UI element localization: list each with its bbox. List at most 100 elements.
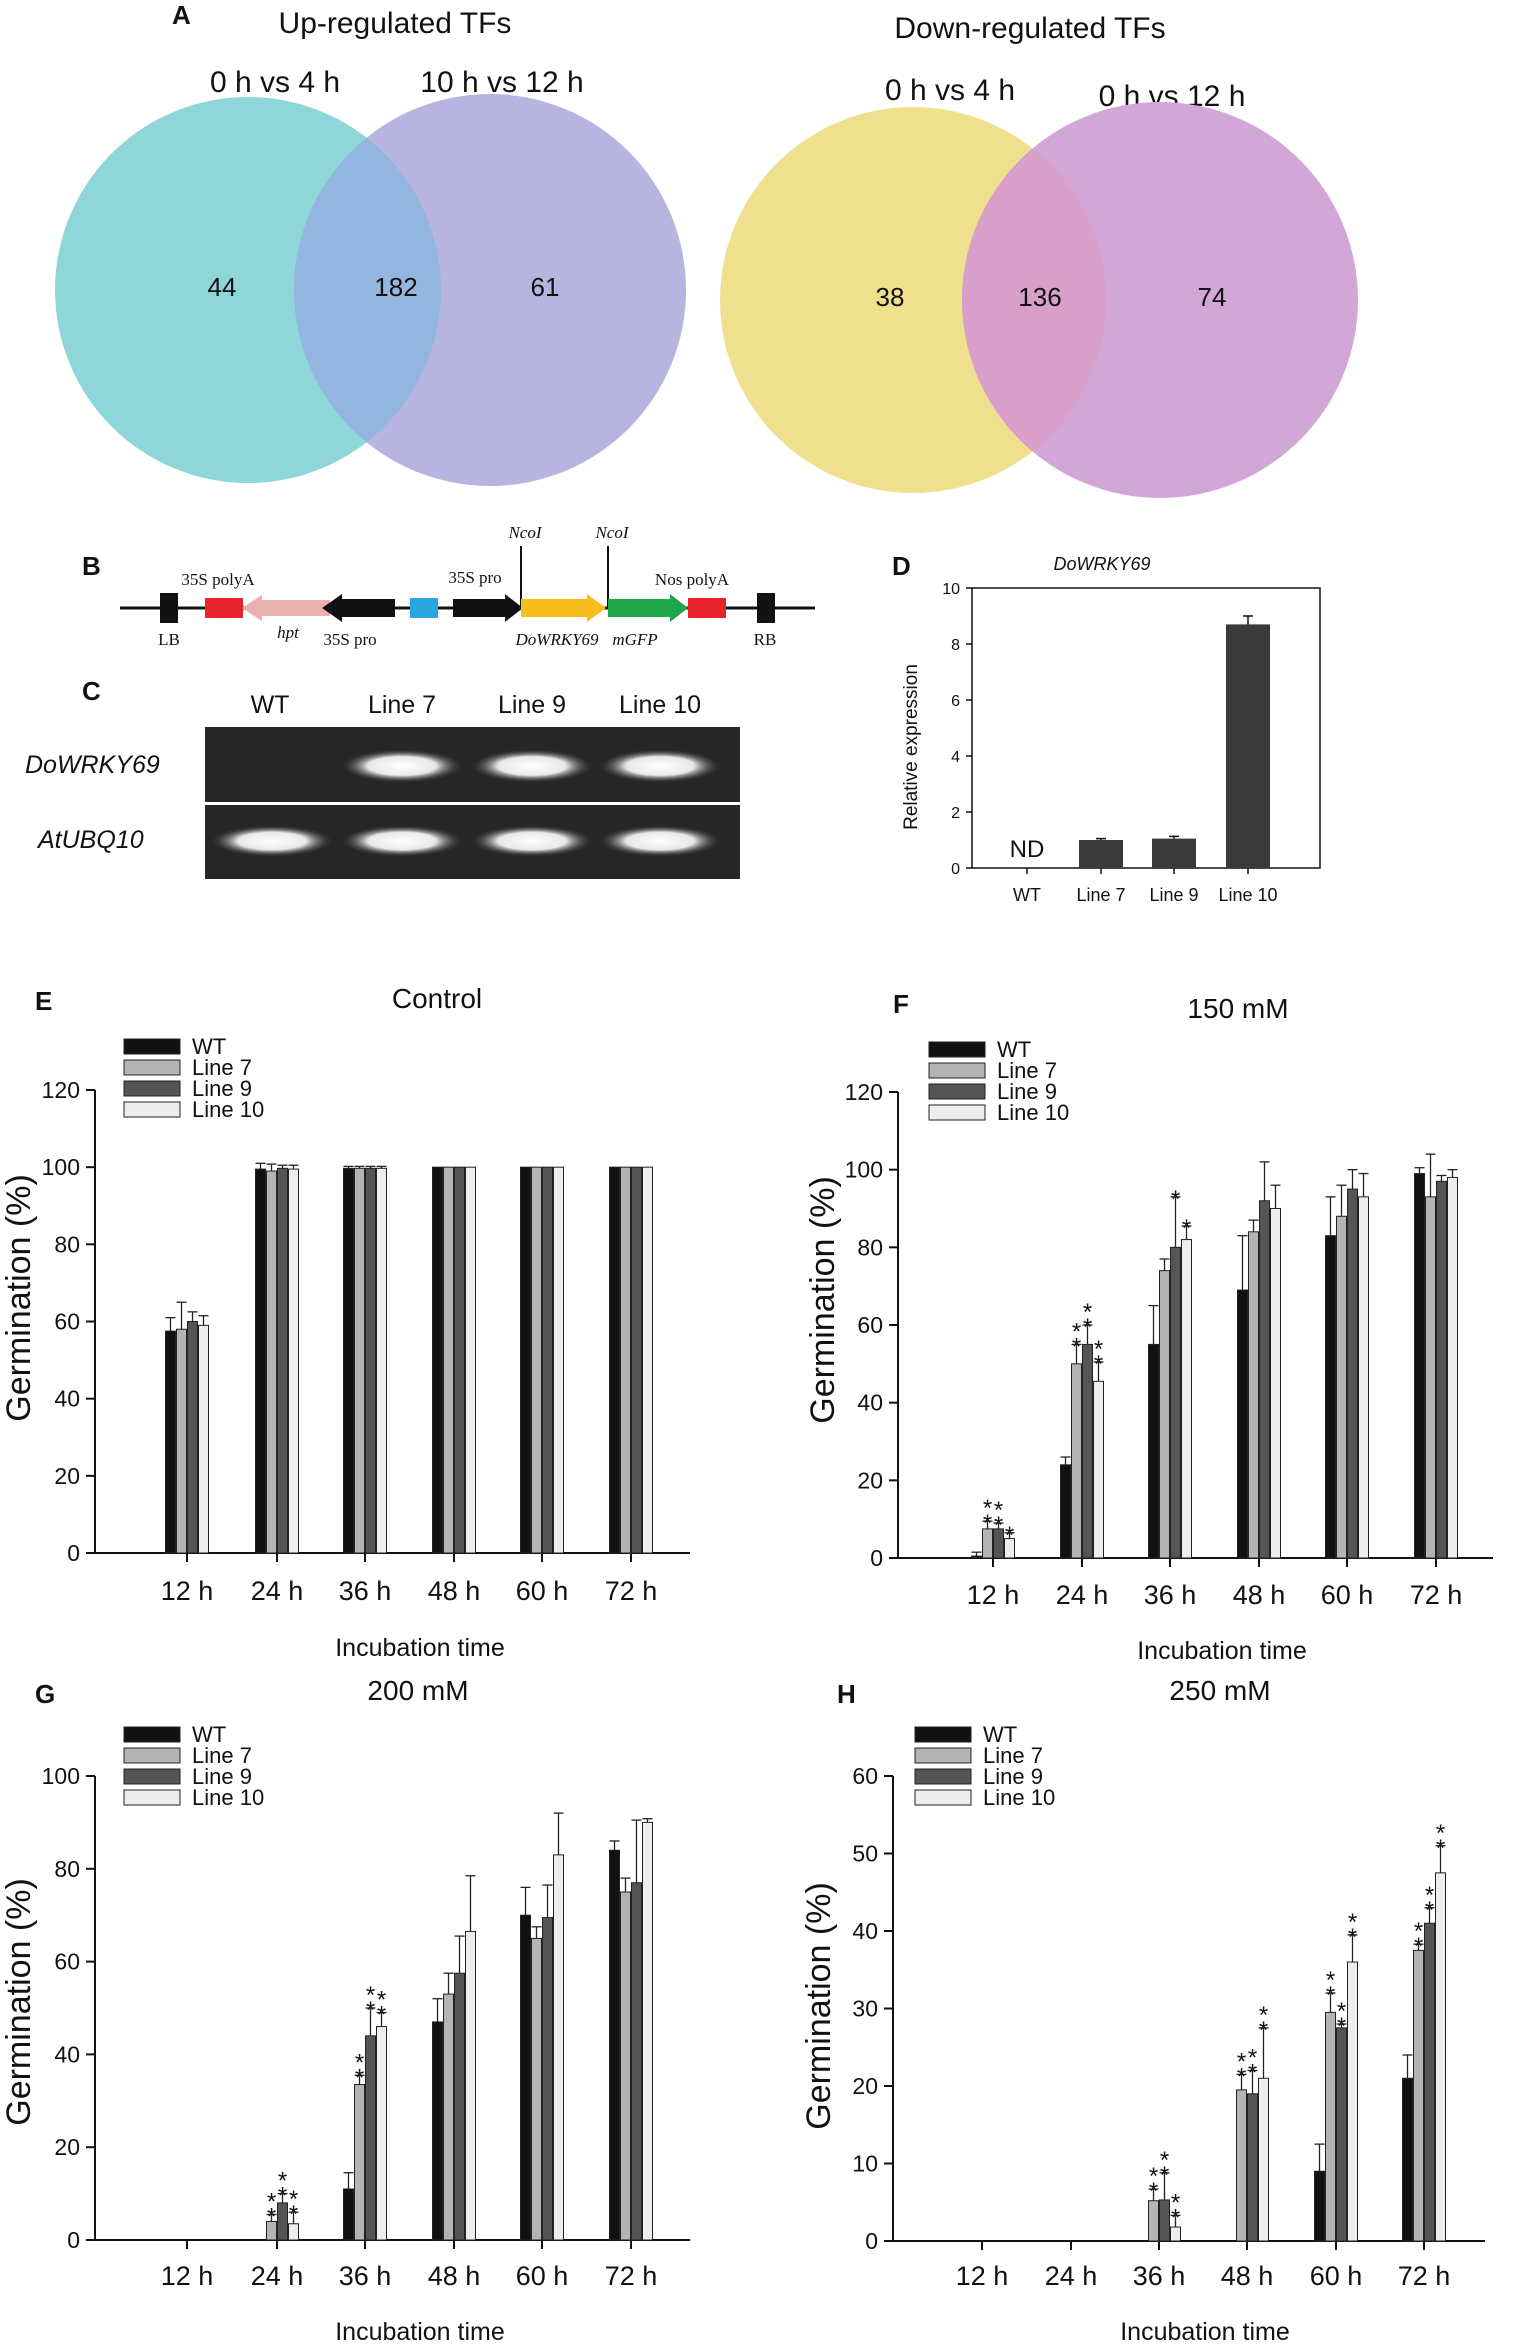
chart-f-title: 150 mM	[1187, 993, 1288, 1024]
chart-g-significance-mark: *	[366, 1997, 375, 2024]
chart-h-significance-mark: *	[1348, 1909, 1357, 1936]
chart-f-legend-label: Line 9	[997, 1079, 1057, 1104]
chart-e-bar-line10	[553, 1166, 564, 1554]
chart-h-xtick-label: 36 h	[1133, 2261, 1186, 2291]
chart-f-significance-mark: *	[1005, 1522, 1014, 1549]
chart-h-significance-mark: *	[1259, 2002, 1268, 2029]
chart-g-significance-mark: *	[267, 2203, 276, 2230]
chart-h-significance-mark: *	[1326, 1967, 1335, 1994]
chart-d-ytick-label: 6	[951, 693, 960, 710]
chart-d-category-label: Line 7	[1076, 885, 1125, 905]
chart-e-bar-line9	[365, 1167, 376, 1554]
chart-h-bar-line10	[1258, 2077, 1269, 2242]
chart-f-bar-wt	[971, 1555, 982, 1559]
chart-g-ytick-label: 40	[54, 2041, 80, 2067]
chart-f-bar-wt	[1237, 1289, 1248, 1559]
chart-e-ytick-label: 100	[42, 1154, 80, 1180]
chart-h-bar-line9	[1424, 1922, 1435, 2242]
chart-d-bar	[1079, 840, 1123, 868]
venn-down-left-label: 0 h vs 4 h	[885, 74, 1015, 107]
chart-e-bar-wt	[609, 1166, 620, 1554]
chart-g-significance-mark: *	[278, 2183, 287, 2210]
chart-e-title: Control	[392, 983, 482, 1014]
lb-label: LB	[158, 630, 180, 649]
chart-h-legend-label: WT	[983, 1722, 1017, 1747]
chart-h-significance-mark: *	[1149, 2178, 1158, 2205]
chart-f-bar-line9	[1436, 1180, 1447, 1559]
venn-down-left-count: 38	[876, 282, 905, 312]
pro-35s-left-arrow	[322, 594, 395, 622]
gel-gene-dowrky69: DoWRKY69	[25, 751, 160, 779]
venn-up-right-label: 10 h vs 12 h	[420, 66, 583, 99]
chart-h: H 250 mM Germination (%) Incubation time…	[800, 1675, 1485, 2344]
chart-h-xtick-label: 12 h	[956, 2261, 1009, 2291]
chart-h-significance-mark: *	[1237, 2048, 1246, 2075]
chart-g-significance-mark: *	[355, 2064, 364, 2091]
chart-e-bar-line10	[642, 1166, 653, 1554]
pro-35s-right-label: 35S pro	[448, 568, 501, 587]
chart-h-significance-mark: *	[1337, 1998, 1346, 2025]
chart-g-significance-mark: *	[355, 2049, 364, 2076]
chart-f-significance-mark: *	[1083, 1314, 1092, 1341]
chart-e-bar-line10	[198, 1324, 209, 1554]
chart-d-title: DoWRKY69	[1053, 554, 1150, 574]
chart-h-ylabel: Germination (%)	[800, 1882, 838, 2130]
gel-lane-line7: Line 7	[368, 691, 436, 719]
venn-down-overlap	[962, 148, 1106, 452]
chart-e-bar-line9	[631, 1166, 642, 1554]
chart-d-ytick-label: 2	[951, 805, 960, 822]
chart-h-xtick-label: 72 h	[1398, 2261, 1451, 2291]
chart-e-ytick-label: 120	[42, 1077, 80, 1103]
hpt-arrow	[242, 595, 330, 621]
chart-f-legend-swatch	[928, 1083, 986, 1100]
chart-h-significance-mark: *	[1337, 2013, 1346, 2040]
chart-d-category-label: Line 9	[1149, 885, 1198, 905]
gel-gene-atubq10: AtUBQ10	[36, 826, 144, 854]
panel-letter-h: H	[837, 1679, 856, 1709]
chart-g-xtick-label: 72 h	[605, 2261, 658, 2291]
chart-g-legend-swatch	[123, 1789, 181, 1806]
chart-g-xtick-label: 60 h	[516, 2261, 569, 2291]
polyA-35s-label: 35S polyA	[181, 570, 255, 589]
chart-h-significance-mark: *	[1237, 2063, 1246, 2090]
chart-g: G 200 mM Germination (%) Incubation time…	[0, 1675, 690, 2344]
chart-e-bar-wt	[520, 1166, 531, 1554]
chart-g-legend-swatch	[123, 1747, 181, 1764]
chart-f-bar-wt	[1148, 1343, 1159, 1559]
chart-f-legend-swatch	[928, 1041, 986, 1058]
chart-g-significance-mark: *	[377, 1987, 386, 2014]
chart-g-xtick-label: 48 h	[428, 2261, 481, 2291]
chart-f-bar-line10	[1270, 1208, 1281, 1559]
chart-e-bar-wt	[255, 1168, 266, 1554]
chart-d-frame	[971, 587, 1321, 869]
gel-band	[598, 749, 722, 783]
chart-e-xtick-label: 72 h	[605, 1576, 658, 1606]
chart-g-significance-mark: *	[278, 2168, 287, 2195]
panel-letter-e: E	[35, 986, 52, 1016]
chart-h-significance-mark: *	[1259, 2017, 1268, 2044]
venn-up-left-label: 0 h vs 4 h	[210, 66, 340, 99]
chart-e: E Control Germination (%) Incubation tim…	[0, 983, 690, 1662]
venn-up-overlap	[294, 137, 441, 443]
chart-e-ylabel: Germination (%)	[0, 1174, 38, 1422]
venn-up-title: Up-regulated TFs	[279, 7, 512, 40]
panel-letter-c: C	[82, 676, 101, 706]
nco-left-label: NcoI	[507, 523, 542, 542]
chart-g-significance-mark: *	[366, 1982, 375, 2009]
gel-band	[210, 825, 334, 857]
chart-e-bar-line9	[542, 1166, 553, 1554]
rb-border	[757, 593, 775, 623]
chart-e-legend-swatch	[123, 1080, 181, 1097]
chart-d-bar	[1226, 624, 1270, 868]
chart-g-legend-swatch	[123, 1768, 181, 1785]
chart-e-bar-line7	[354, 1167, 365, 1554]
chart-h-significance-mark: *	[1326, 1982, 1335, 2009]
pro-35s-right-arrow	[453, 594, 523, 622]
chart-d-ytick-label: 4	[951, 749, 960, 766]
chart-e-bar-line7	[176, 1328, 187, 1554]
chart-e-bar-line10	[376, 1167, 387, 1554]
venn-up-right-count: 61	[531, 272, 560, 302]
chart-f-ytick-label: 100	[845, 1157, 883, 1183]
chart-f-xtick-label: 24 h	[1056, 1580, 1109, 1610]
chart-f-legend-label: Line 10	[997, 1100, 1069, 1125]
